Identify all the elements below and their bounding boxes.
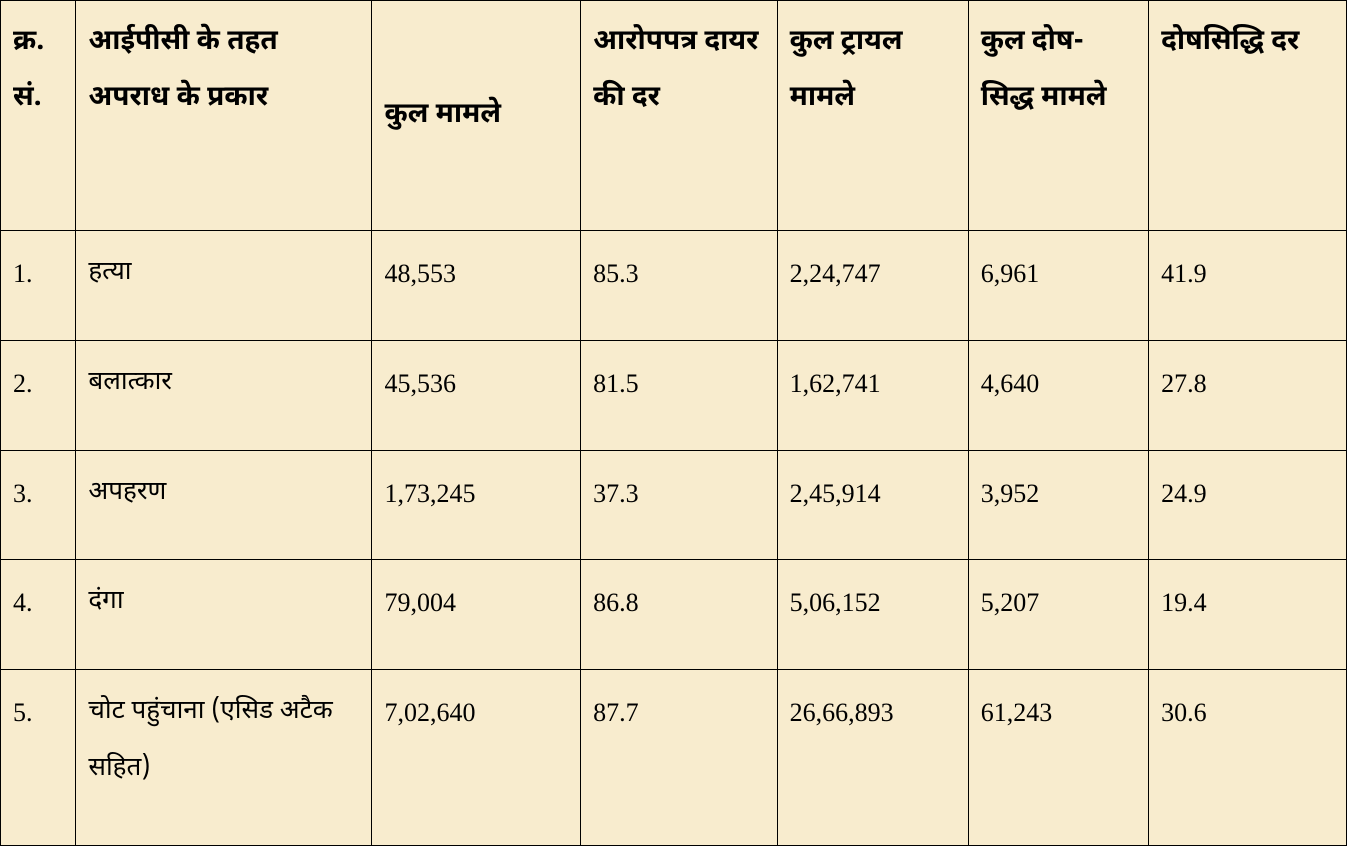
- cell-sno: 3.: [1, 450, 76, 560]
- cell-convicted: 3,952: [968, 450, 1148, 560]
- cell-type: हत्या: [76, 231, 372, 341]
- cell-convicted: 61,243: [968, 670, 1148, 846]
- th-chargesheet: आरोपपत्र दायर की दर: [581, 1, 778, 231]
- th-sno: क्र. सं.: [1, 1, 76, 231]
- cell-total: 7,02,640: [372, 670, 581, 846]
- ipc-crime-table: क्र. सं. आईपीसी के तहत अपराध के प्रकार क…: [0, 0, 1347, 846]
- cell-convrate: 41.9: [1149, 231, 1347, 341]
- cell-trial: 2,24,747: [777, 231, 968, 341]
- cell-total: 1,73,245: [372, 450, 581, 560]
- cell-convrate: 24.9: [1149, 450, 1347, 560]
- cell-convrate: 30.6: [1149, 670, 1347, 846]
- cell-total: 79,004: [372, 560, 581, 670]
- table-row: 5. चोट पहुंचाना (एसिड अटैक सहित) 7,02,64…: [1, 670, 1347, 846]
- cell-type: बलात्कार: [76, 340, 372, 450]
- cell-trial: 5,06,152: [777, 560, 968, 670]
- cell-convicted: 4,640: [968, 340, 1148, 450]
- cell-convicted: 5,207: [968, 560, 1148, 670]
- cell-sno: 1.: [1, 231, 76, 341]
- cell-chargesheet: 37.3: [581, 450, 778, 560]
- cell-chargesheet: 81.5: [581, 340, 778, 450]
- table-row: 1. हत्या 48,553 85.3 2,24,747 6,961 41.9: [1, 231, 1347, 341]
- cell-convicted: 6,961: [968, 231, 1148, 341]
- cell-convrate: 27.8: [1149, 340, 1347, 450]
- cell-convrate: 19.4: [1149, 560, 1347, 670]
- cell-chargesheet: 86.8: [581, 560, 778, 670]
- cell-trial: 26,66,893: [777, 670, 968, 846]
- cell-trial: 2,45,914: [777, 450, 968, 560]
- cell-chargesheet: 85.3: [581, 231, 778, 341]
- cell-sno: 5.: [1, 670, 76, 846]
- th-convicted: कुल दोष-सिद्ध मामले: [968, 1, 1148, 231]
- th-type: आईपीसी के तहत अपराध के प्रकार: [76, 1, 372, 231]
- th-convrate: दोषसिद्धि दर: [1149, 1, 1347, 231]
- cell-total: 48,553: [372, 231, 581, 341]
- cell-type: दंगा: [76, 560, 372, 670]
- cell-type: अपहरण: [76, 450, 372, 560]
- cell-type: चोट पहुंचाना (एसिड अटैक सहित): [76, 670, 372, 846]
- cell-sno: 2.: [1, 340, 76, 450]
- cell-sno: 4.: [1, 560, 76, 670]
- th-trial: कुल ट्रायल मामले: [777, 1, 968, 231]
- table-row: 3. अपहरण 1,73,245 37.3 2,45,914 3,952 24…: [1, 450, 1347, 560]
- cell-chargesheet: 87.7: [581, 670, 778, 846]
- table-header-row: क्र. सं. आईपीसी के तहत अपराध के प्रकार क…: [1, 1, 1347, 231]
- table-row: 4. दंगा 79,004 86.8 5,06,152 5,207 19.4: [1, 560, 1347, 670]
- th-total: कुल मामले: [372, 1, 581, 231]
- cell-total: 45,536: [372, 340, 581, 450]
- table-row: 2. बलात्कार 45,536 81.5 1,62,741 4,640 2…: [1, 340, 1347, 450]
- cell-trial: 1,62,741: [777, 340, 968, 450]
